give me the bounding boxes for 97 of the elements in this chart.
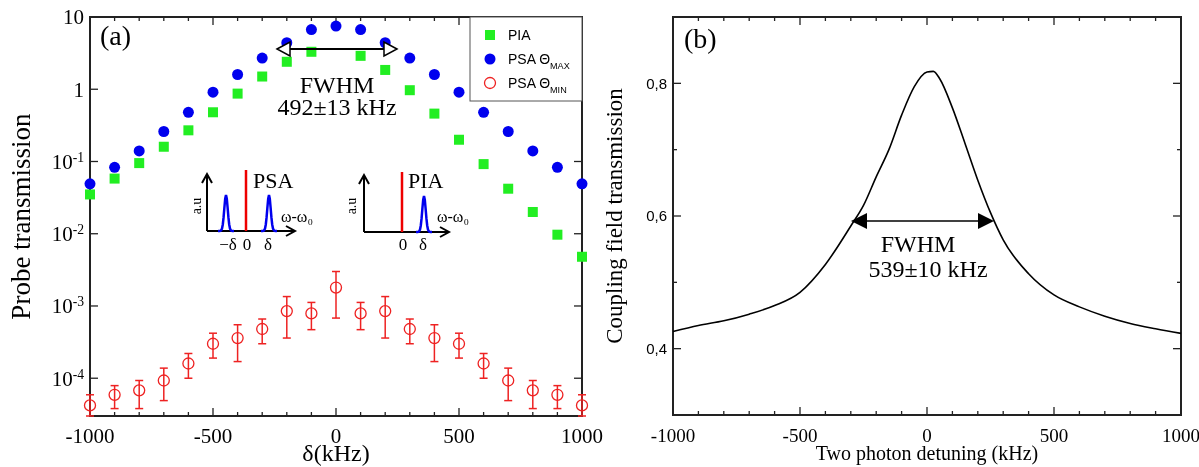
annotation: δ	[263, 235, 273, 254]
annotation: 539±10 kHz	[868, 256, 988, 282]
annotation: ω-ω₀	[281, 208, 313, 225]
annotation: (b)	[684, 23, 717, 54]
point	[526, 384, 539, 397]
y-tick-label: 10$^{-2}$	[51, 221, 85, 247]
point	[428, 331, 441, 345]
point	[355, 24, 367, 36]
y-tick-label: 10$^{-3}$	[51, 293, 85, 319]
y-tick-label: 10$^{-4}$	[51, 366, 85, 391]
point	[83, 399, 97, 412]
point	[551, 161, 563, 173]
point	[429, 108, 440, 119]
point	[232, 69, 244, 80]
point	[502, 126, 514, 138]
y-tick-label: 10	[63, 5, 84, 30]
point	[85, 189, 95, 200]
legend-label: PIA	[508, 27, 532, 43]
point	[157, 374, 170, 387]
point	[256, 52, 268, 64]
point	[551, 388, 564, 401]
point	[158, 141, 169, 152]
point	[330, 20, 342, 32]
point	[134, 158, 145, 169]
y-tick-label: 0,6	[646, 207, 667, 225]
x-tick-label: 1000	[1162, 425, 1199, 446]
point	[158, 126, 170, 138]
point	[379, 304, 392, 318]
point	[404, 52, 416, 64]
point	[478, 106, 490, 118]
point	[281, 56, 292, 67]
point	[257, 71, 268, 82]
y-axis-title: Coupling field transmission	[602, 87, 627, 344]
line-series	[672, 70, 1182, 335]
point	[305, 24, 317, 36]
annotation: δ	[418, 235, 428, 254]
point	[108, 388, 121, 401]
point	[452, 337, 466, 350]
point	[575, 399, 589, 412]
annotation: PIA	[408, 168, 444, 193]
point	[182, 106, 194, 118]
point	[183, 125, 194, 136]
y-tick-label: 0,4	[646, 339, 667, 357]
point	[231, 331, 244, 345]
annotation: −δ	[219, 235, 237, 254]
point	[256, 322, 269, 336]
point	[207, 86, 219, 98]
point	[380, 64, 391, 75]
annotation: FWHM	[880, 231, 956, 257]
point	[478, 159, 489, 170]
point	[403, 322, 416, 336]
annotation: a.u	[189, 197, 204, 215]
x-tick-label: -1000	[65, 424, 115, 448]
point	[84, 178, 96, 190]
point	[355, 50, 366, 61]
legend-label: PSA Θ$_{MAX}$	[508, 51, 570, 71]
x-tick-label: -500	[782, 425, 818, 446]
point	[109, 173, 120, 184]
x-tick-label: 500	[443, 424, 475, 448]
point	[280, 304, 293, 318]
annotation: a.u	[344, 197, 359, 215]
point	[428, 69, 440, 80]
annotation: ω-ω₀	[437, 208, 469, 225]
point	[453, 86, 465, 98]
x-tick-label: 1000	[561, 424, 603, 448]
point	[577, 251, 587, 262]
point	[305, 307, 318, 320]
point	[552, 229, 563, 240]
point	[527, 206, 538, 217]
point	[454, 134, 464, 145]
point	[182, 357, 195, 370]
annotation: 0	[398, 235, 408, 254]
y-axis-title: Probe transmission	[6, 112, 36, 320]
legend-label: PSA Θ$_{MIN}$	[508, 75, 567, 95]
point	[404, 85, 415, 96]
point	[133, 145, 145, 157]
point	[477, 357, 490, 370]
x-tick-label: 500	[1039, 425, 1069, 446]
point	[576, 178, 588, 190]
annotation: 0	[242, 235, 252, 254]
point	[109, 161, 121, 173]
point	[232, 88, 243, 99]
annotation: PSA	[253, 168, 294, 193]
x-tick-label: -500	[193, 424, 233, 448]
x-tick-label: -1000	[650, 425, 696, 446]
y-tick-label: 0,8	[646, 74, 667, 92]
point	[527, 145, 539, 157]
point	[329, 281, 343, 294]
point	[503, 183, 514, 194]
point	[133, 384, 146, 397]
annotation: (a)	[100, 20, 132, 51]
point	[354, 307, 367, 320]
y-tick-label: 10$^{-1}$	[51, 149, 84, 174]
point	[208, 107, 218, 118]
y-tick-label: 1	[73, 77, 84, 102]
point	[502, 374, 515, 387]
point	[206, 337, 220, 350]
